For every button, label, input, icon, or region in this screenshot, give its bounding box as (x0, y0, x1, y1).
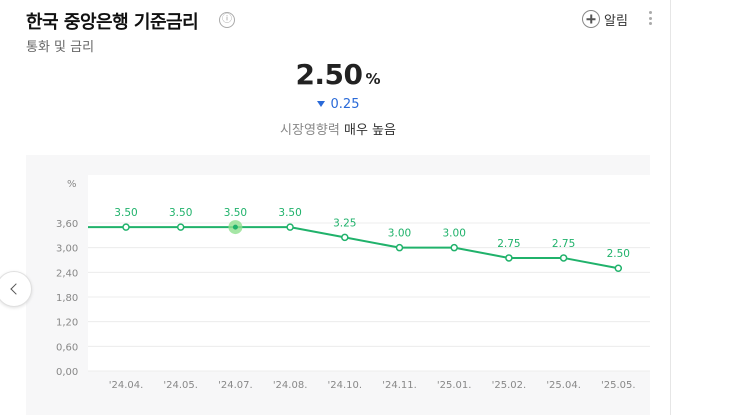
y-tick-label: 1,80 (56, 293, 78, 304)
current-value: 2.50% (26, 58, 650, 91)
x-tick-label: '24.05. (163, 380, 198, 391)
y-tick-label: 3,60 (56, 219, 78, 230)
data-label: 3.50 (169, 207, 192, 219)
y-tick-label: 3,00 (56, 244, 78, 255)
data-label: 2.50 (607, 248, 630, 260)
alarm-button[interactable]: 알림 (582, 8, 628, 30)
y-tick-label: 2,40 (56, 268, 78, 279)
x-tick-label: '24.07. (218, 380, 253, 391)
category-subtitle: 통화 및 금리 (26, 40, 95, 55)
data-point (286, 223, 294, 231)
data-point (395, 243, 404, 252)
x-tick-label: '24.08. (273, 380, 308, 391)
rate-change-value: 0.25 (330, 97, 360, 112)
market-impact: 시장영향력 매우 높음 (26, 119, 650, 138)
data-label: 3.50 (278, 207, 301, 219)
line-chart: 0,00 0,60 1,20 1,80 2,40 3,00 3,60% '24.04. '24.… (56, 175, 650, 391)
data-point (176, 223, 185, 231)
chart-card: 한국 중앙은행 기준금리 ⓘ 통화 및 금리 알림 2.50% 0.25 시장영… (0, 0, 671, 415)
data-label: 3.00 (443, 228, 466, 240)
x-tick-label: '25.01. (437, 380, 472, 391)
alarm-label: 알림 (604, 13, 628, 29)
y-tick-label: 0,00 (56, 367, 78, 378)
data-label: 3.25 (333, 217, 356, 229)
y-tick-label: 0,60 (56, 342, 78, 353)
x-tick-label: '25.05. (601, 380, 636, 391)
plot-background (88, 175, 650, 371)
rate-unit: % (365, 70, 381, 88)
data-label: 3.50 (224, 207, 247, 219)
data-point (450, 243, 458, 252)
data-point (614, 264, 623, 272)
x-tick-label: '24.04. (109, 380, 144, 391)
impact-label: 시장영향력 (280, 123, 340, 138)
more-options-icon[interactable] (645, 9, 655, 27)
triangle-down-icon (316, 100, 325, 107)
plus-icon (582, 10, 600, 28)
data-point (505, 254, 513, 262)
page-title: 한국 중앙은행 기준금리 (26, 12, 199, 33)
data-label: 3.50 (114, 207, 137, 219)
y-tick-label: 1,20 (56, 318, 78, 329)
x-tick-label: '25.04. (546, 380, 581, 391)
y-unit-label: % (67, 179, 77, 190)
rate-value: 2.50 (295, 58, 363, 91)
data-point (341, 233, 349, 242)
data-label: 3.00 (388, 228, 411, 240)
data-label: 2.75 (497, 238, 520, 250)
data-point (559, 254, 568, 262)
data-point (122, 223, 130, 231)
x-tick-label: '24.10. (328, 380, 363, 391)
info-icon[interactable]: ⓘ (219, 12, 235, 28)
rate-chart: 0,00 0,60 1,20 1,80 2,40 3,00 3,60% '24.04. '24.… (26, 155, 650, 415)
impact-value: 매우 높음 (343, 123, 396, 138)
x-tick-label: '24.11. (382, 380, 417, 391)
chevron-left-icon (10, 283, 22, 295)
data-point (232, 224, 238, 230)
rate-change: 0.25 (26, 97, 650, 112)
x-tick-label: '25.02. (492, 380, 527, 391)
data-label: 2.75 (552, 238, 575, 250)
previous-button[interactable] (0, 271, 32, 307)
